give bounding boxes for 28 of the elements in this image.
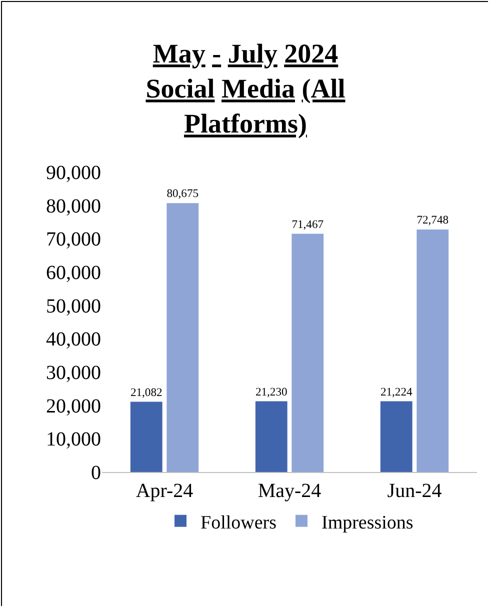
x-tick-label: May-24: [258, 480, 322, 502]
y-tick-label: 40,000: [46, 328, 101, 351]
legend-label: Followers: [200, 512, 276, 534]
legend-label: Impressions: [322, 512, 414, 534]
data-label: 21,082: [130, 386, 163, 399]
chart-title: May - July 2024 Social Media (All Platforms): [146, 38, 346, 139]
y-tick-label: 30,000: [46, 362, 101, 384]
y-tick-label: 60,000: [46, 262, 101, 284]
x-tick-label: Jun-24: [387, 480, 442, 502]
bar: [292, 234, 324, 472]
data-label: 80,675: [166, 187, 199, 200]
data-label: 21,230: [255, 385, 288, 398]
y-tick-label: 90,000: [46, 162, 101, 184]
data-label: 21,224: [380, 385, 413, 398]
y-tick-label: 10,000: [46, 428, 101, 451]
x-tick-label: Apr-24: [136, 480, 194, 502]
y-tick-label: 50,000: [46, 295, 101, 318]
data-label: 72,748: [416, 214, 449, 227]
y-tick-label: 0: [91, 462, 101, 484]
bar: [166, 203, 199, 472]
y-tick-label: 20,000: [46, 395, 101, 418]
y-tick-label: 70,000: [46, 228, 101, 251]
bar: [130, 402, 162, 472]
bar: [380, 401, 412, 472]
data-label: 71,467: [292, 218, 324, 231]
bar: [416, 230, 449, 472]
bar: [255, 401, 288, 472]
y-tick-label: 80,000: [46, 195, 101, 218]
